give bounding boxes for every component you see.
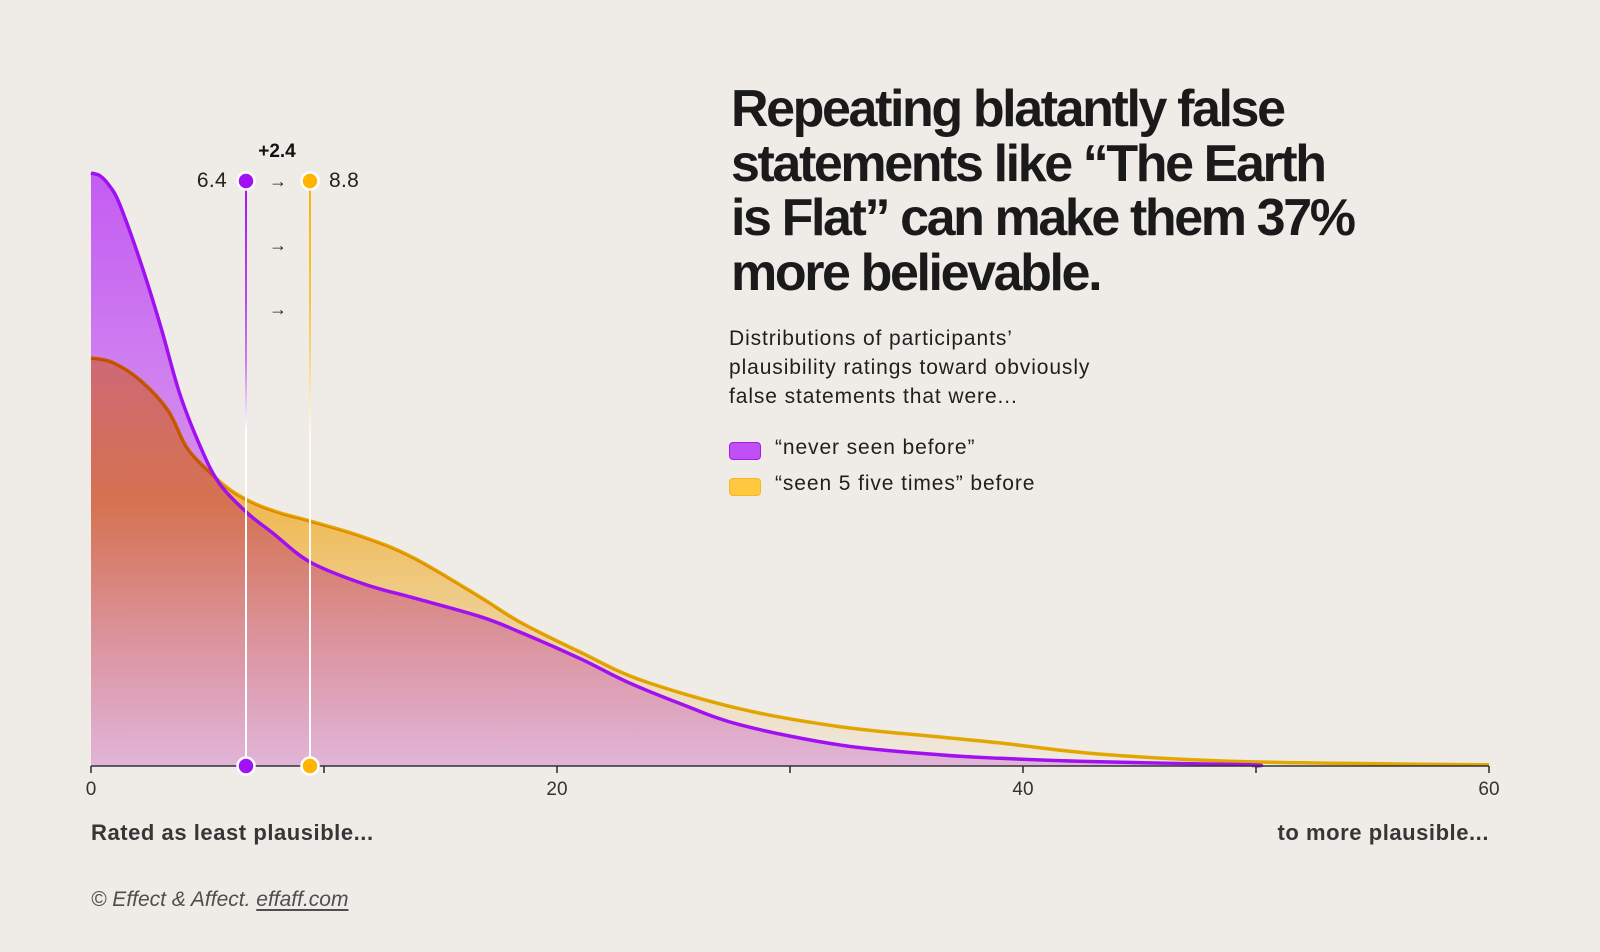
chart-subtitle: Distributions of participants’ plausibil…: [729, 324, 1090, 411]
arrow-right-icon: →: [269, 171, 287, 191]
x-axis-label-left: Rated as least plausible...: [91, 820, 374, 845]
copyright-text: © Effect & Affect.: [91, 888, 251, 911]
subtitle-line: Distributions of participants’: [729, 327, 1013, 350]
seen-five-times-marker-dot-bottom: [300, 756, 320, 776]
legend-label: “never seen before”: [775, 436, 976, 459]
arrow-right-icon: →: [269, 299, 287, 319]
x-axis-tick-label: 0: [86, 779, 97, 800]
footer-credit: © Effect & Affect. effaff.com: [91, 887, 348, 913]
title-line: more believable.: [731, 243, 1103, 302]
seen-five-times-area: [91, 358, 1489, 766]
seen-five-times-marker-dot-top: [300, 171, 320, 191]
seen-five-times-curve: [90, 356, 1490, 767]
subtitle-line: false statements that were...: [729, 385, 1018, 408]
never-seen-curve: [90, 171, 1264, 768]
never-seen-marker-dot-bottom: [236, 756, 256, 776]
difference-label: +2.4: [258, 141, 296, 162]
legend-swatch-yellow: [729, 478, 761, 496]
title-line: statements like “The Earth: [731, 134, 1327, 193]
x-axis-tick-label: 40: [1012, 779, 1033, 800]
subtitle-line: plausibility ratings toward obviously: [729, 356, 1091, 379]
x-axis-label-right: to more plausible...: [1277, 820, 1489, 845]
chart-title: Repeating blatantly false statements lik…: [731, 80, 1356, 302]
arrow-right-icon: →: [269, 235, 287, 255]
x-axis-ticks: 0 20 40 60: [86, 766, 1500, 800]
footer-link[interactable]: effaff.com: [256, 888, 349, 911]
title-line: Repeating blatantly false: [731, 80, 1286, 138]
never-seen-value-label: 6.4: [196, 169, 227, 192]
legend-label: “seen 5 five times” before: [775, 472, 1036, 495]
never-seen-marker-dot-top: [236, 171, 256, 191]
x-axis-tick-label: 20: [546, 779, 567, 800]
x-axis-tick-label: 60: [1478, 779, 1499, 800]
legend-swatch-purple: [729, 442, 761, 460]
seen-five-times-value-label: 8.8: [329, 169, 360, 192]
title-line: is Flat” can make them 37%: [731, 189, 1356, 247]
x-axis: 0 20 40 60: [86, 765, 1500, 800]
